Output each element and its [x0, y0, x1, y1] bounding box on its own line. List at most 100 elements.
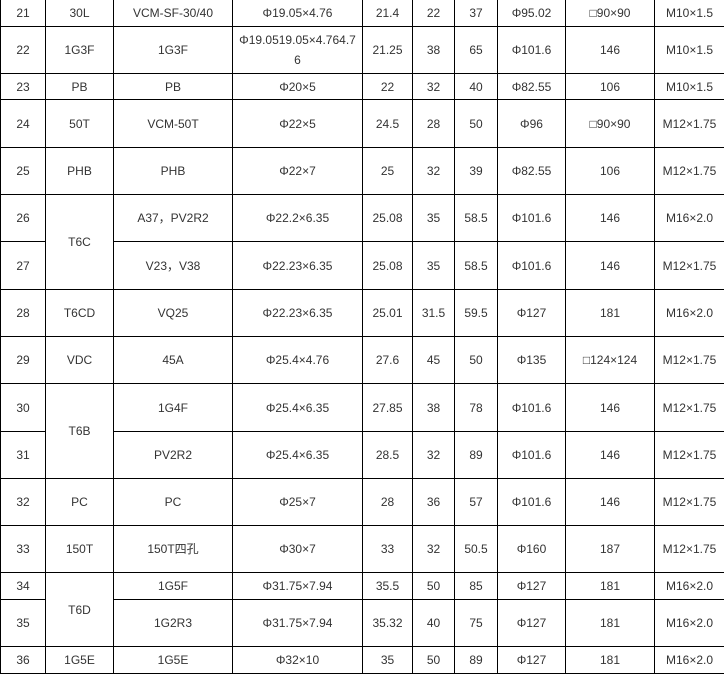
cell-row-number: 33 [0, 525, 46, 573]
cell-shaft-size: Φ31.75×7.94 [232, 599, 363, 647]
cell-row-number: 31 [0, 431, 46, 479]
table-row: 31 PV2R2 Φ25.4×6.35 28.5 32 89 Φ101.6 146 M12×1.… [0, 431, 724, 479]
cell-dim-c: 75 [454, 599, 498, 647]
cell-row-number: 34 [0, 572, 46, 600]
cell-shaft-size: Φ22×5 [232, 99, 363, 148]
cell-pump-type: PHB [113, 147, 233, 195]
cell-flange-size: 146 [565, 478, 655, 526]
cell-row-number: 30 [0, 383, 46, 432]
cell-flange-size: 146 [565, 26, 655, 74]
cell-flange-diameter: Φ96 [497, 99, 566, 148]
cell-flange-size: 106 [565, 73, 655, 100]
cell-dim-a: 21.4 [362, 0, 413, 27]
cell-dim-a: 24.5 [362, 99, 413, 148]
table-row: 23 PB PB Φ20×5 22 32 40 Φ82.55 106 M10×1.5 [0, 73, 724, 100]
cell-pump-type: 1G2R3 [113, 599, 233, 647]
table-row: 28 T6CD VQ25 Φ22.23×6.35 25.01 31.5 59.5 Φ127 18… [0, 289, 724, 337]
cell-bolt-thread: M12×1.75 [654, 431, 724, 479]
cell-dim-b: 31.5 [412, 289, 455, 337]
cell-model: 1G5E [45, 646, 114, 674]
cell-dim-c: 89 [454, 646, 498, 674]
cell-bolt-thread: M12×1.75 [654, 147, 724, 195]
cell-flange-size: 181 [565, 289, 655, 337]
cell-bolt-thread: M16×2.0 [654, 572, 724, 600]
cell-bolt-thread: M16×2.0 [654, 646, 724, 674]
cell-model: 50T [45, 99, 114, 148]
cell-row-number: 22 [0, 26, 46, 74]
table-row: 24 50T VCM-50T Φ22×5 24.5 28 50 Φ96 □90×90 M12×1.… [0, 99, 724, 148]
cell-dim-b: 45 [412, 336, 455, 384]
cell-bolt-thread: M10×1.5 [654, 73, 724, 100]
cell-flange-diameter: Φ127 [497, 289, 566, 337]
cell-dim-a: 21.25 [362, 26, 413, 74]
cell-bolt-thread: M12×1.75 [654, 478, 724, 526]
cell-dim-a: 28.5 [362, 431, 413, 479]
table-row: 25 PHB PHB Φ22×7 25 32 39 Φ82.55 106 M12×1.75 [0, 147, 724, 195]
cell-shaft-size: Φ22.23×6.35 [232, 241, 363, 290]
cell-dim-c: 50 [454, 99, 498, 148]
table-row: 32 PC PC Φ25×7 28 36 57 Φ101.6 146 M12×1.75 [0, 478, 724, 526]
cell-pump-type: 1G5F [113, 572, 233, 600]
cell-flange-diameter: Φ82.55 [497, 147, 566, 195]
cell-flange-diameter: Φ101.6 [497, 241, 566, 290]
cell-pump-type: VCM-SF-30/40 [113, 0, 233, 27]
cell-shaft-size: Φ31.75×7.94 [232, 572, 363, 600]
cell-pump-type: PC [113, 478, 233, 526]
cell-dim-b: 35 [412, 194, 455, 242]
cell-flange-diameter: Φ101.6 [497, 383, 566, 432]
cell-dim-c: 58.5 [454, 194, 498, 242]
cell-shaft-size: Φ25×7 [232, 478, 363, 526]
cell-bolt-thread: M12×1.75 [654, 336, 724, 384]
cell-row-number: 24 [0, 99, 46, 148]
cell-pump-type: A37，PV2R2 [113, 194, 233, 242]
cell-shaft-size: Φ25.4×6.35 [232, 431, 363, 479]
cell-shaft-size: Φ22.2×6.35 [232, 194, 363, 242]
cell-model: 1G3F [45, 26, 114, 74]
cell-dim-c: 57 [454, 478, 498, 526]
cell-bolt-thread: M16×2.0 [654, 599, 724, 647]
cell-row-number: 26 [0, 194, 46, 242]
cell-flange-size: 146 [565, 383, 655, 432]
cell-shaft-size: Φ32×10 [232, 646, 363, 674]
cell-model: PB [45, 73, 114, 100]
cell-dim-c: 39 [454, 147, 498, 195]
cell-dim-b: 28 [412, 99, 455, 148]
cell-dim-a: 25.01 [362, 289, 413, 337]
cell-dim-b: 32 [412, 431, 455, 479]
cell-flange-diameter: Φ101.6 [497, 26, 566, 74]
cell-pump-type: 1G5E [113, 646, 233, 674]
cell-bolt-thread: M12×1.75 [654, 525, 724, 573]
cell-pump-type: 1G4F [113, 383, 233, 432]
cell-pump-type: 45A [113, 336, 233, 384]
cell-dim-b: 35 [412, 241, 455, 290]
cell-row-number: 29 [0, 336, 46, 384]
cell-dim-b: 32 [412, 73, 455, 100]
cell-row-number: 32 [0, 478, 46, 526]
cell-flange-size: 187 [565, 525, 655, 573]
cell-pump-type: PV2R2 [113, 431, 233, 479]
cell-flange-diameter: Φ95.02 [497, 0, 566, 27]
cell-bolt-thread: M12×1.75 [654, 383, 724, 432]
cell-dim-a: 22 [362, 73, 413, 100]
cell-dim-b: 22 [412, 0, 455, 27]
table-row: 27 V23，V38 Φ22.23×6.35 25.08 35 58.5 Φ101.6 146… [0, 241, 724, 290]
cell-model: PHB [45, 147, 114, 195]
cell-dim-b: 36 [412, 478, 455, 526]
cell-shaft-size: Φ19.05×4.76 [232, 0, 363, 27]
cell-dim-c: 50 [454, 336, 498, 384]
cell-pump-type: 1G3F [113, 26, 233, 74]
cell-flange-diameter: Φ135 [497, 336, 566, 384]
cell-dim-a: 35 [362, 646, 413, 674]
cell-flange-size: 146 [565, 431, 655, 479]
cell-model: T6CD [45, 289, 114, 337]
cell-dim-c: 65 [454, 26, 498, 74]
cell-dim-a: 35.5 [362, 572, 413, 600]
cell-flange-size: 181 [565, 599, 655, 647]
cell-shaft-size: Φ25.4×4.76 [232, 336, 363, 384]
cell-dim-c: 58.5 [454, 241, 498, 290]
cell-pump-type: V23，V38 [113, 241, 233, 290]
table-row: 33 150T 150T四孔 Φ30×7 33 32 50.5 Φ160 187 M12×1.75 [0, 525, 724, 573]
cell-row-number: 28 [0, 289, 46, 337]
cell-flange-diameter: Φ127 [497, 646, 566, 674]
cell-dim-b: 40 [412, 599, 455, 647]
